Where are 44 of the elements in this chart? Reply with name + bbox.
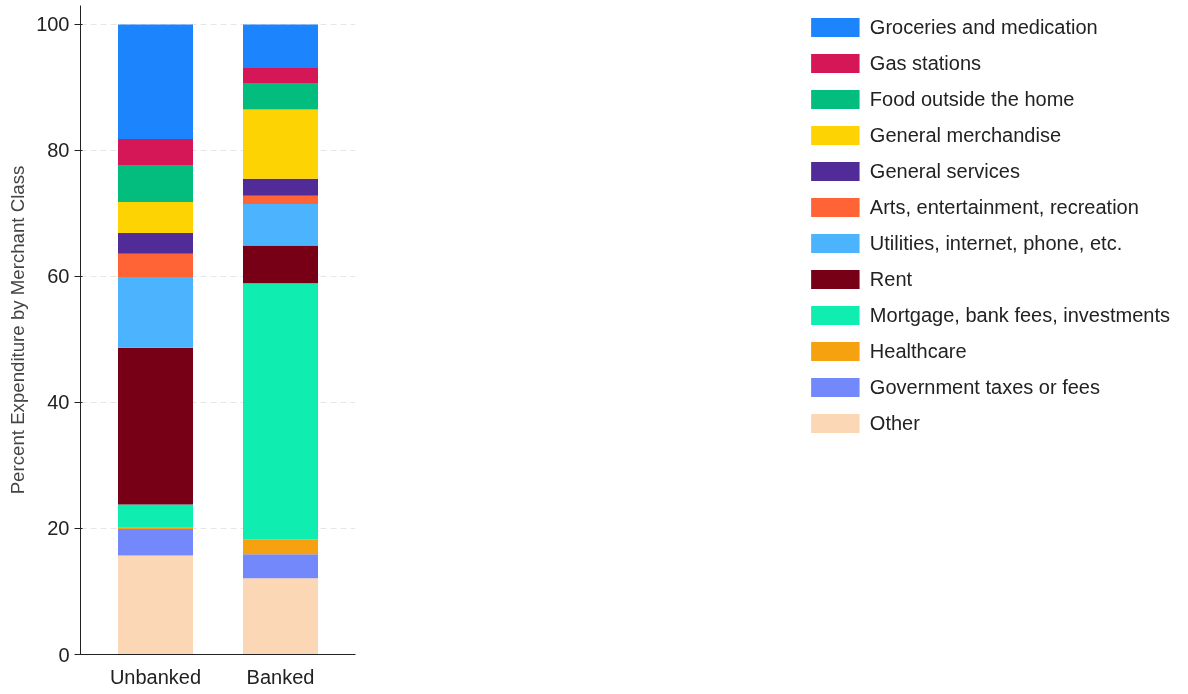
legend-label: Food outside the home <box>869 87 1075 111</box>
bar <box>118 139 193 165</box>
legend-label: Arts, entertainment, recreation <box>869 195 1139 219</box>
bar <box>243 195 318 204</box>
legend-label: Utilities, internet, phone, etc. <box>869 231 1123 255</box>
x-tick-label: Unbanked <box>109 665 202 688</box>
bar <box>118 504 193 528</box>
bar <box>243 178 318 196</box>
legend-label: Healthcare <box>869 339 967 363</box>
legend-label: General merchandise <box>869 123 1062 147</box>
bar <box>243 554 318 579</box>
bar <box>118 164 193 203</box>
legend-label: Government taxes or fees <box>869 375 1100 399</box>
bar <box>118 529 193 556</box>
y-tick-label: 60 <box>47 265 70 288</box>
bar <box>243 539 318 555</box>
x-tick-label: Banked <box>246 665 315 688</box>
bar <box>118 555 193 655</box>
legend-label: General services <box>869 159 1020 183</box>
y-tick-label: 20 <box>47 517 70 540</box>
y-tick-label: 100 <box>36 13 70 36</box>
bar <box>243 203 318 246</box>
bar <box>243 67 318 83</box>
legend-label: Other <box>869 411 920 435</box>
bar <box>243 283 318 540</box>
bar <box>118 277 193 348</box>
legend-label: Groceries and medication <box>869 15 1098 39</box>
y-tick-label: 80 <box>47 139 70 162</box>
bar <box>243 109 318 179</box>
bar <box>118 24 193 140</box>
legend-label: Mortgage, bank fees, investments <box>869 303 1170 327</box>
bar <box>118 347 193 505</box>
bar <box>243 83 318 110</box>
y-tick-label: 40 <box>47 391 70 414</box>
y-tick-label: 0 <box>58 643 70 666</box>
bar <box>243 578 318 655</box>
legend-label: Rent <box>869 267 913 291</box>
y-axis-title: Percent Expenditure by Merchant Class <box>7 165 29 495</box>
bar <box>243 245 318 284</box>
bar <box>243 24 318 68</box>
bar <box>118 232 193 254</box>
bar <box>118 253 193 278</box>
legend-label: Gas stations <box>869 51 982 75</box>
bar <box>118 202 193 233</box>
